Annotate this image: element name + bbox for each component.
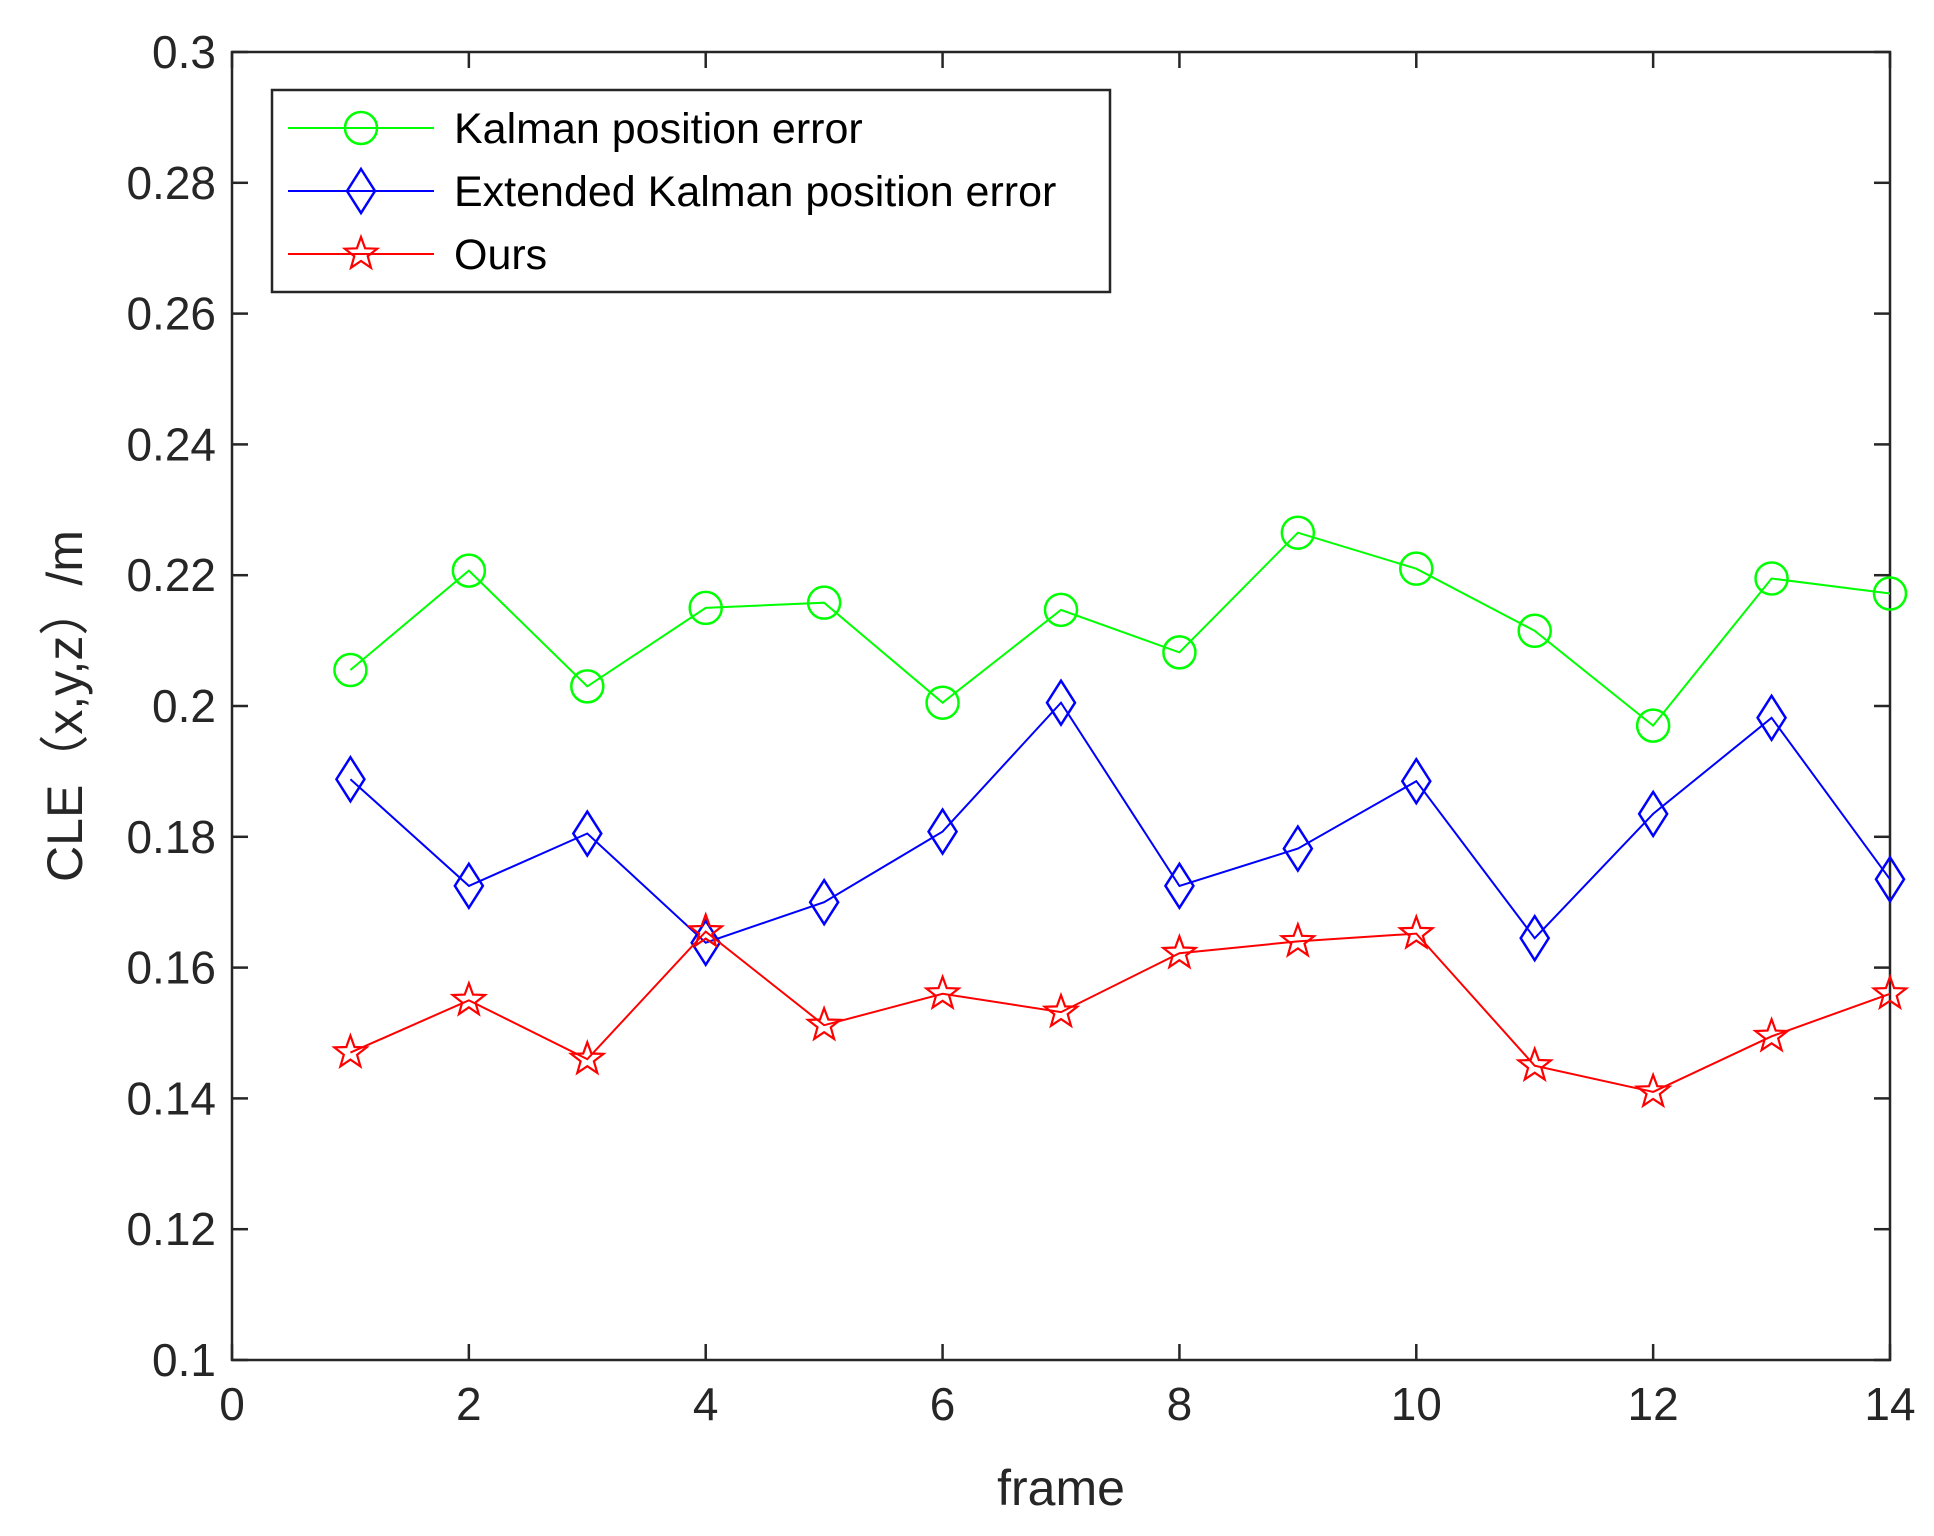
legend-item-1: Extended Kalman position error: [288, 166, 1056, 216]
data-point-circle: [333, 652, 368, 688]
data-point-star: [568, 1038, 607, 1076]
data-point-diamond: [1045, 678, 1077, 728]
data-point-diamond: [808, 877, 840, 927]
series-1: [334, 678, 1906, 968]
data-point-star: [1752, 1016, 1791, 1053]
data-point-circle: [451, 553, 487, 588]
legend-marker-diamond: [345, 166, 377, 216]
data-point-star: [1633, 1071, 1673, 1109]
legend-label: Ours: [454, 231, 547, 279]
data-point-star: [331, 1032, 370, 1070]
data-point-diamond: [1874, 854, 1906, 904]
y-tick-label: 0.14: [126, 1072, 216, 1124]
x-tick-label: 4: [693, 1378, 719, 1430]
data-point-star: [804, 1005, 844, 1042]
legend-item-2: Ours: [288, 231, 547, 279]
data-point-diamond: [334, 754, 366, 804]
data-point-diamond: [1400, 756, 1432, 806]
series-layer: [331, 515, 1910, 1109]
data-point-circle: [1399, 551, 1434, 586]
y-tick-label: 0.24: [126, 418, 216, 470]
data-point-circle: [1635, 708, 1671, 743]
x-tick-label: 14: [1864, 1378, 1915, 1430]
y-tick-label: 0.26: [126, 288, 216, 340]
x-tick-label: 10: [1391, 1378, 1442, 1430]
data-point-diamond: [1282, 824, 1314, 873]
data-point-diamond: [571, 809, 603, 858]
data-point-diamond: [1756, 693, 1788, 743]
data-point-diamond: [690, 918, 722, 968]
data-point-star: [1515, 1045, 1554, 1083]
legend-label: Kalman position error: [454, 105, 863, 153]
y-tick-label: 0.22: [126, 549, 216, 601]
legend-marker-star: [341, 233, 381, 271]
data-point-star: [449, 980, 489, 1017]
data-point-circle: [570, 669, 605, 704]
data-point-star: [1397, 913, 1436, 950]
y-tick-label: 0.18: [126, 811, 216, 863]
series-line-0: [349, 531, 1891, 728]
x-tick-label: 0: [219, 1378, 245, 1430]
data-point-circle: [688, 590, 723, 626]
series-2: [331, 911, 1910, 1109]
y-tick-label: 0.1: [152, 1334, 216, 1386]
y-tick-label: 0.16: [126, 942, 216, 994]
x-axis-title: frame: [997, 1460, 1125, 1516]
data-point-diamond: [1163, 861, 1195, 911]
x-tick-label: 2: [456, 1378, 482, 1430]
legend: Kalman position error Extended Kalman pos…: [270, 88, 1112, 294]
data-point-star: [1278, 921, 1318, 958]
series-line-2: [349, 930, 1891, 1093]
data-point-circle: [1162, 635, 1197, 670]
x-tick-label: 12: [1628, 1378, 1679, 1430]
data-point-circle: [1754, 561, 1789, 596]
data-point-circle: [925, 685, 960, 720]
data-point-diamond: [927, 807, 959, 856]
data-point-circle: [1043, 592, 1079, 628]
series-line-1: [349, 701, 1891, 944]
data-point-diamond: [1637, 789, 1669, 839]
legend-item-0: Kalman position error: [288, 105, 863, 153]
data-point-star: [1041, 991, 1081, 1029]
data-point-star: [686, 911, 725, 949]
x-tick-label: 6: [930, 1378, 956, 1430]
data-point-circle: [1872, 576, 1908, 611]
data-point-circle: [1517, 613, 1552, 649]
legend-box: [270, 88, 1112, 294]
y-tick-label: 0.12: [126, 1203, 216, 1255]
data-point-circle: [806, 585, 842, 620]
y-tick-label: 0.3: [152, 26, 216, 78]
y-tick-label: 0.2: [152, 680, 216, 732]
y-axis-title: CLE（x,y,z）/m: [37, 530, 93, 882]
data-point-diamond: [453, 861, 485, 911]
x-tick-label: 8: [1167, 1378, 1193, 1430]
data-point-star: [1160, 932, 1199, 970]
y-tick-label: 0.28: [126, 157, 216, 209]
data-point-star: [1870, 973, 1910, 1011]
series-0: [333, 515, 1908, 743]
legend-marker-circle: [343, 110, 379, 146]
legend-label: Extended Kalman position error: [454, 168, 1056, 216]
data-point-circle: [1280, 515, 1316, 550]
data-point-diamond: [1519, 913, 1551, 963]
data-point-star: [923, 973, 962, 1011]
